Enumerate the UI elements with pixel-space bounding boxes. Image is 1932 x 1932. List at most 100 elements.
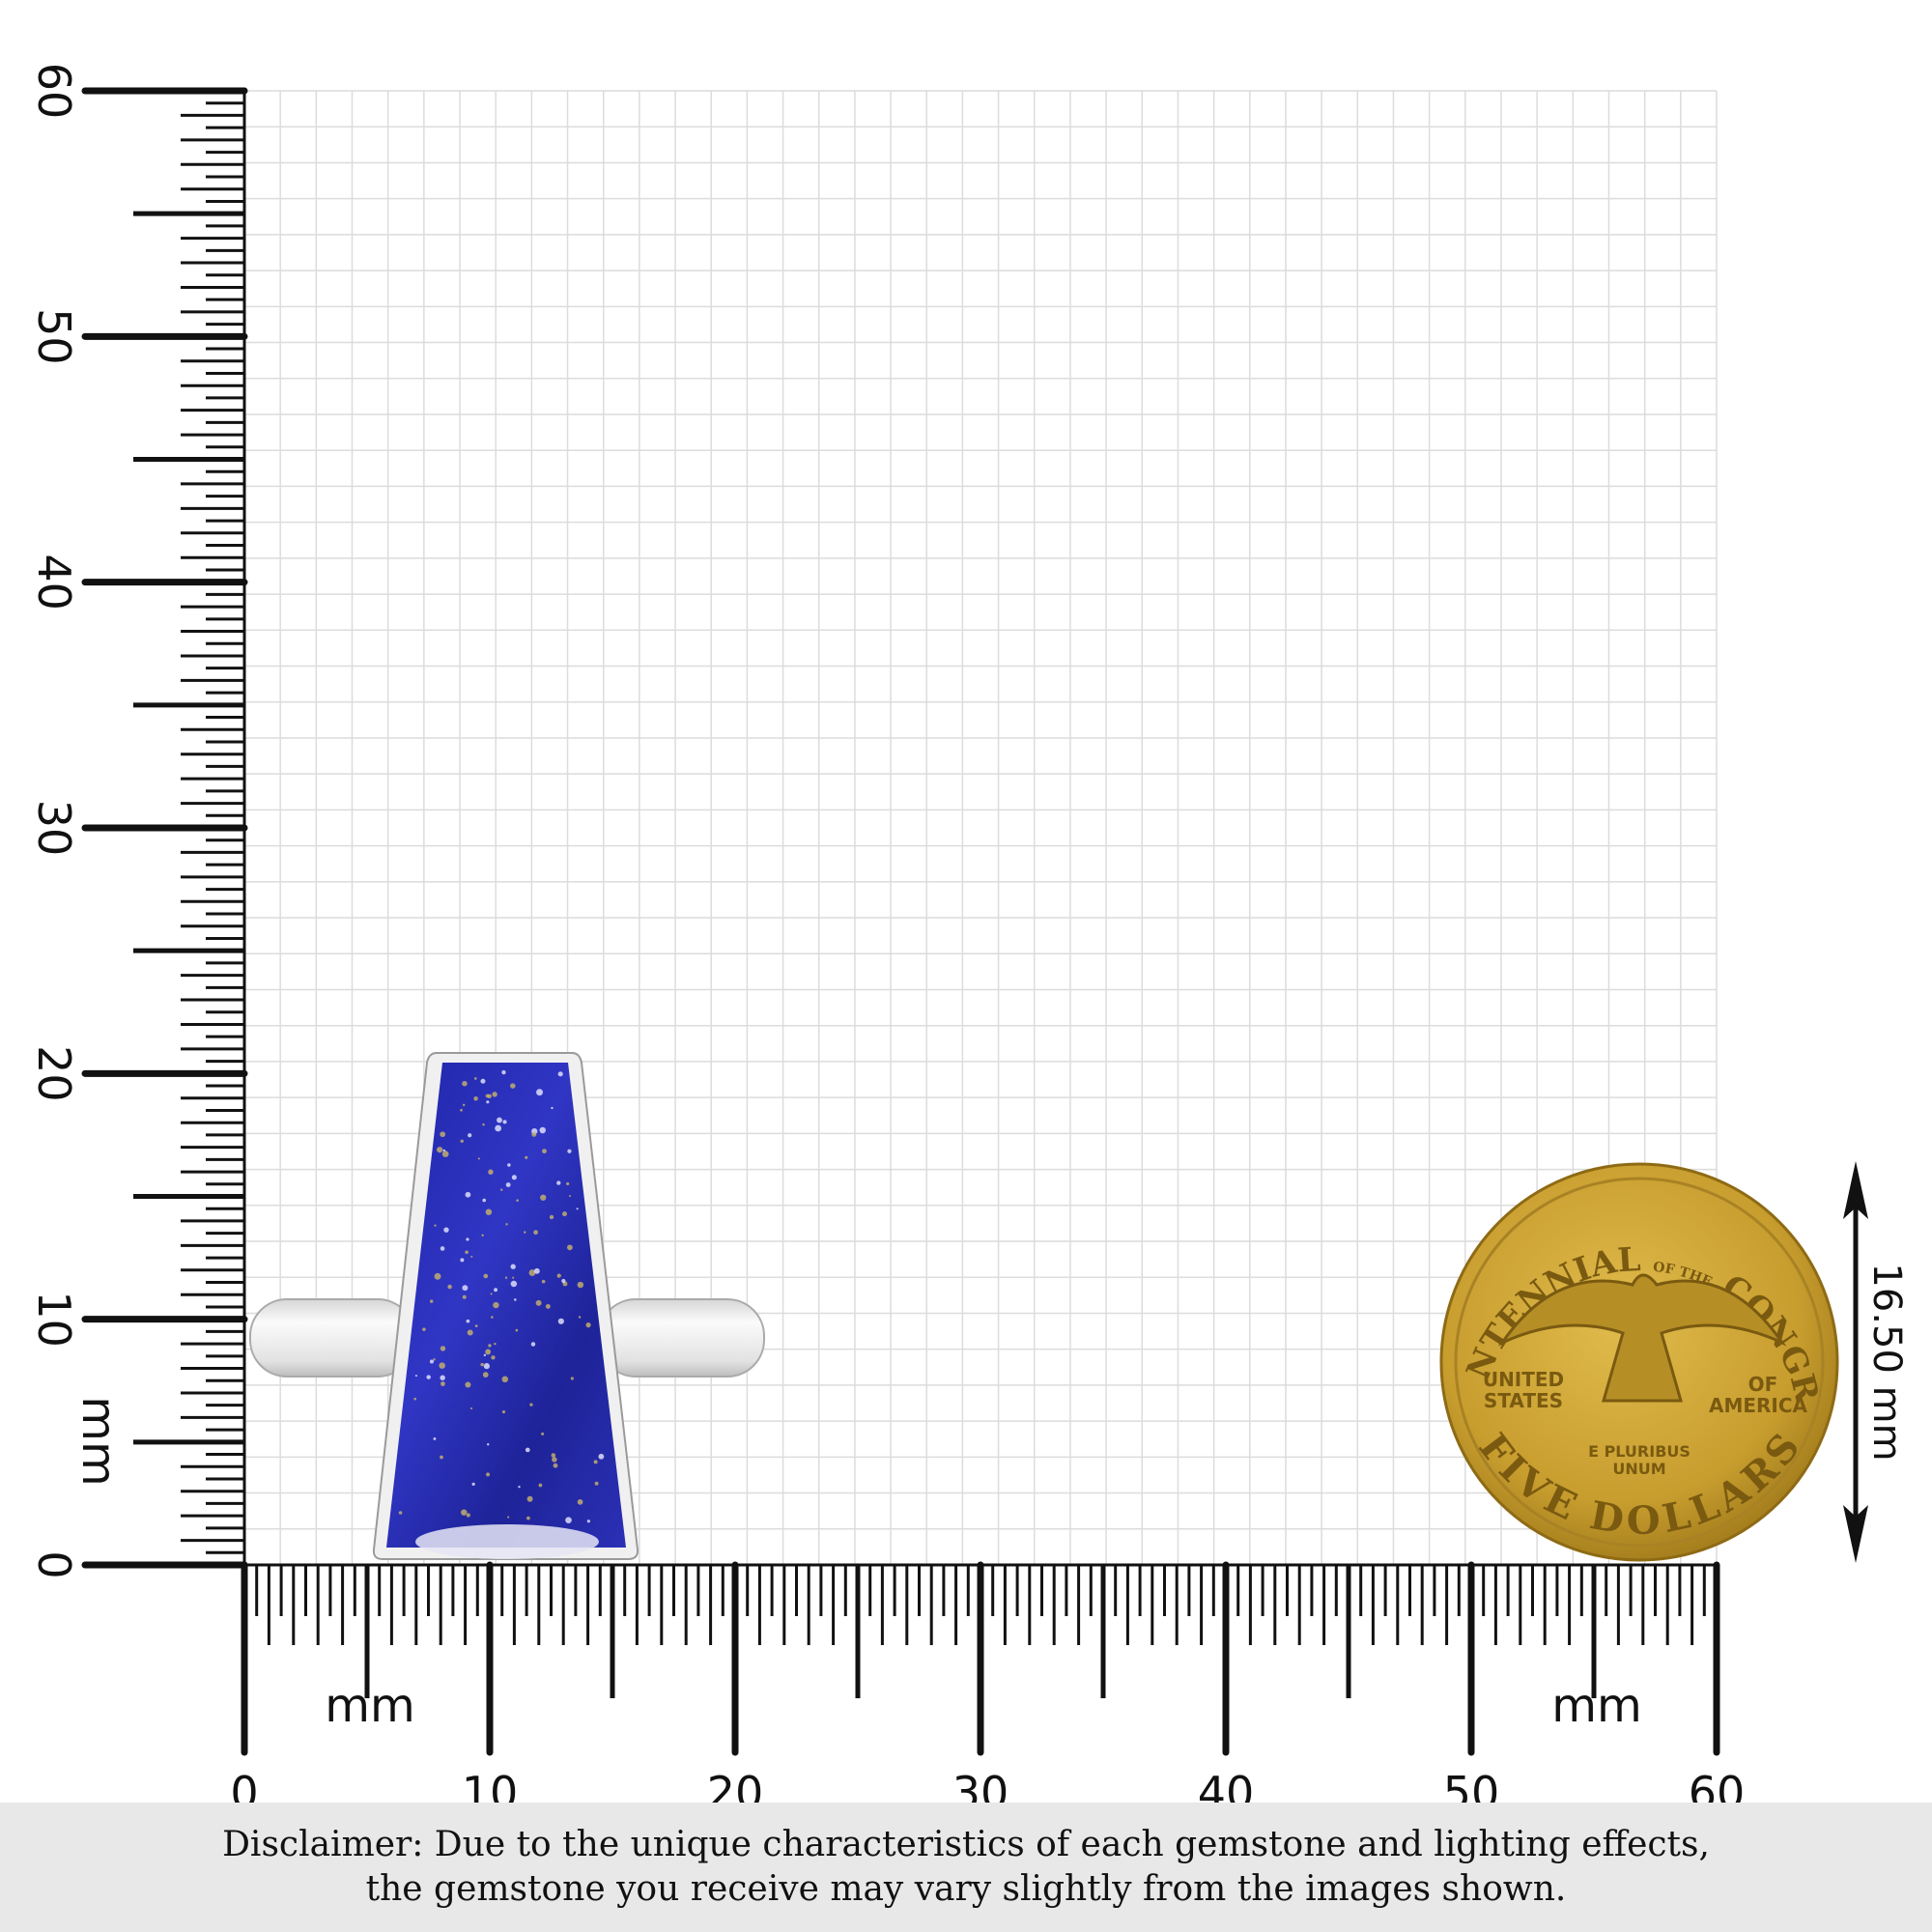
pyrite-fleck bbox=[510, 1264, 516, 1269]
pyrite-fleck bbox=[593, 1460, 598, 1464]
pyrite-fleck bbox=[516, 1199, 519, 1202]
coin-rim bbox=[1454, 1177, 1825, 1548]
pyrite-fleck bbox=[460, 1139, 464, 1143]
pyrite-fleck bbox=[480, 1078, 486, 1084]
pyrite-fleck bbox=[585, 1322, 591, 1328]
pyrite-fleck bbox=[485, 1208, 493, 1215]
pyrite-fleck bbox=[549, 1214, 554, 1220]
pyrite-fleck bbox=[466, 1513, 470, 1518]
pyrite-fleck bbox=[429, 1299, 434, 1303]
pyrite-fleck bbox=[494, 1342, 497, 1346]
coin-motto-2: UNUM bbox=[1612, 1460, 1665, 1478]
pyrite-fleck bbox=[518, 1485, 521, 1489]
pyrite-fleck bbox=[541, 1279, 546, 1284]
pyrite-fleck bbox=[440, 1131, 446, 1138]
pyrite-fleck bbox=[525, 1155, 528, 1159]
pyrite-fleck bbox=[541, 1432, 545, 1435]
pyrite-fleck bbox=[461, 1509, 468, 1516]
pyrite-fleck bbox=[577, 1281, 584, 1289]
diameter-arrow bbox=[1843, 1161, 1868, 1563]
disclaimer: Disclaimer: Due to the unique characteri… bbox=[0, 1803, 1932, 1932]
pyrite-fleck bbox=[462, 1103, 466, 1107]
pyrite-fleck bbox=[462, 1285, 469, 1292]
pyrite-fleck bbox=[568, 1195, 572, 1198]
pyrite-fleck bbox=[538, 1483, 543, 1488]
pyrite-fleck bbox=[578, 1316, 582, 1319]
pyrite-fleck bbox=[483, 1273, 489, 1279]
coin-motto-1: E PLURIBUS bbox=[1588, 1442, 1690, 1461]
pyrite-fleck bbox=[490, 1293, 493, 1295]
pyrite-fleck bbox=[510, 1280, 518, 1288]
pyrite-fleck bbox=[552, 1457, 557, 1463]
coin-states: STATES bbox=[1484, 1389, 1563, 1412]
pyrite-fleck bbox=[528, 1269, 536, 1276]
coin-diameter-label: 16.50 mm bbox=[1864, 1263, 1909, 1461]
pyrite-fleck bbox=[551, 1453, 556, 1458]
pyrite-fleck bbox=[465, 1381, 471, 1388]
pyrite-fleck bbox=[493, 1301, 499, 1309]
arrow-down-icon bbox=[1843, 1505, 1868, 1563]
pyrite-fleck bbox=[470, 1255, 473, 1258]
pyrite-fleck bbox=[440, 1455, 443, 1460]
horizontal-ruler: 0 10 20 30 40 50 60 bbox=[230, 1561, 1745, 1819]
pyrite-fleck bbox=[557, 1318, 564, 1324]
pyrite-fleck bbox=[561, 1278, 566, 1284]
pyrite-fleck bbox=[529, 1403, 533, 1406]
pyrite-fleck bbox=[539, 1126, 546, 1134]
pyrite-fleck bbox=[441, 1151, 449, 1157]
pyrite-fleck bbox=[514, 1298, 517, 1301]
pyrite-fleck bbox=[491, 1316, 494, 1319]
pyrite-fleck bbox=[440, 1375, 445, 1380]
pyrite-fleck bbox=[501, 1376, 509, 1383]
pyrite-fleck bbox=[488, 1344, 492, 1348]
ring-band-right bbox=[598, 1298, 765, 1378]
pyrite-fleck bbox=[414, 1375, 417, 1378]
pyrite-fleck bbox=[507, 1516, 510, 1519]
coin-america: AMERICA bbox=[1709, 1394, 1808, 1417]
vertical-tick-label: 40 bbox=[28, 554, 80, 611]
pyrite-fleck bbox=[536, 1089, 544, 1096]
horizontal-unit-label-left: mm bbox=[325, 1679, 415, 1733]
pyrite-fleck bbox=[466, 1237, 469, 1241]
pyrite-fleck bbox=[504, 1276, 508, 1279]
pyrite-fleck bbox=[530, 1342, 536, 1347]
pyrite-fleck bbox=[491, 1355, 496, 1360]
pyrite-fleck bbox=[501, 1409, 506, 1414]
pyrite-fleck bbox=[545, 1303, 551, 1309]
vertical-tick-label: 0 bbox=[28, 1550, 80, 1578]
pyrite-fleck bbox=[551, 1106, 554, 1110]
pyrite-fleck bbox=[447, 1284, 452, 1290]
vertical-tick-label: 30 bbox=[28, 800, 80, 857]
pyrite-fleck bbox=[433, 1437, 437, 1440]
disclaimer-line-1: Disclaimer: Due to the unique characteri… bbox=[222, 1825, 1710, 1864]
pyrite-fleck bbox=[598, 1453, 605, 1460]
pyrite-flecks bbox=[398, 1069, 605, 1523]
stone-reflection bbox=[415, 1524, 599, 1559]
vertical-ruler: 0 10 20 30 40 50 60 bbox=[28, 63, 248, 1579]
pyrite-fleck bbox=[566, 1244, 573, 1251]
vertical-tick-label: 10 bbox=[28, 1291, 80, 1348]
vertical-tick-label: 20 bbox=[28, 1045, 80, 1102]
arrow-up-icon bbox=[1843, 1161, 1868, 1219]
pyrite-fleck bbox=[488, 1169, 494, 1175]
pyrite-fleck bbox=[511, 1175, 517, 1180]
pyrite-fleck bbox=[483, 1363, 490, 1370]
pyrite-fleck bbox=[460, 1258, 465, 1263]
pyrite-fleck bbox=[466, 1319, 470, 1323]
pyrite-fleck bbox=[556, 1273, 561, 1278]
pyrite-fleck bbox=[440, 1246, 445, 1251]
pyrite-fleck bbox=[561, 1211, 567, 1217]
pyrite-fleck bbox=[533, 1267, 540, 1274]
vertical-unit-label: mm bbox=[71, 1396, 126, 1487]
pyrite-fleck bbox=[505, 1182, 511, 1187]
pyrite-fleck bbox=[413, 1397, 417, 1401]
pyrite-fleck bbox=[465, 1250, 469, 1255]
pyrite-fleck bbox=[515, 1328, 519, 1332]
pyrite-fleck bbox=[433, 1358, 436, 1361]
pyrite-fleck bbox=[473, 1096, 478, 1101]
pyrite-fleck bbox=[473, 1077, 477, 1080]
pyrite-fleck bbox=[505, 1223, 508, 1226]
pyrite-fleck bbox=[485, 1349, 492, 1355]
pyrite-fleck bbox=[460, 1108, 463, 1112]
pyrite-fleck bbox=[434, 1224, 437, 1227]
